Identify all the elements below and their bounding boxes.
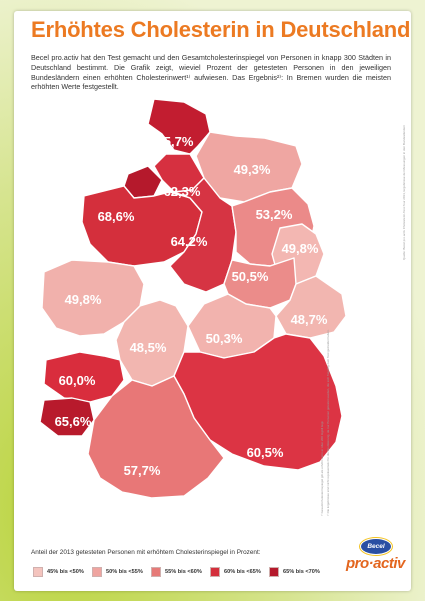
- legend-label: 65% bis <70%: [283, 569, 320, 575]
- legend-label: 55% bis <60%: [165, 569, 202, 575]
- legend-swatch: [210, 567, 220, 577]
- legend-title: Anteil der 2013 getesteten Personen mit …: [31, 549, 261, 556]
- label-schleswig-holstein: 65,7%: [157, 134, 194, 149]
- label-niedersachsen-north: 62,3%: [164, 184, 201, 199]
- legend-swatch: [33, 567, 43, 577]
- label-nordrhein-westfalen: 49,8%: [65, 292, 102, 307]
- footnote-1: ¹⁾ Gesamtcholesterinspiegel gilt als erh…: [320, 420, 324, 516]
- page-title: Erhöhtes Cholesterin in Deutschland: [31, 17, 411, 42]
- label-brandenburg: 53,2%: [256, 207, 293, 222]
- label-saarland: 65,6%: [55, 414, 92, 429]
- legend-swatch: [151, 567, 161, 577]
- region-bayern: [173, 333, 343, 471]
- brand-logo: Becel pro·activ: [346, 538, 406, 582]
- region-rheinland-pfalz: [43, 351, 125, 403]
- footnote-2: ²⁾ Die Ergebnisse sind nicht repräsentat…: [326, 329, 330, 516]
- germany-map: 65,7% 49,3% 68,6% 62,3% 64,2% 53,2% 49,8…: [39, 98, 347, 499]
- label-mecklenburg-vorpommern: 49,3%: [234, 162, 271, 177]
- region-baden-wuerttemberg: [87, 375, 225, 499]
- legend-label: 60% bis <65%: [224, 569, 261, 575]
- legend-label: 45% bis <50%: [47, 569, 84, 575]
- label-baden-wuerttemberg: 57,7%: [124, 463, 161, 478]
- region-schleswig-holstein: [147, 98, 211, 155]
- legend-swatch: [92, 567, 102, 577]
- label-niedersachsen: 68,6%: [98, 209, 135, 224]
- region-saarland: [39, 397, 95, 437]
- legend-swatch: [269, 567, 279, 577]
- label-bayern: 60,5%: [247, 445, 284, 460]
- intro-text: Becel pro.activ hat den Test gemacht und…: [31, 53, 391, 92]
- label-sachsen-anhalt: 64,2%: [171, 234, 208, 249]
- label-hessen: 48,5%: [130, 340, 167, 355]
- region-sachsen: [275, 275, 347, 339]
- source-note: Quelle: Becel pro.activ Cholesterin-Test…: [402, 124, 406, 260]
- becel-logo-text: Becel: [367, 543, 385, 550]
- brand-name: pro·activ: [346, 555, 405, 572]
- label-thueringen-south: 50,3%: [206, 331, 243, 346]
- label-rheinland-pfalz: 60,0%: [59, 373, 96, 388]
- region-sachsen-anhalt: [169, 177, 237, 293]
- becel-logo-icon: Becel: [360, 538, 392, 555]
- legend-label: 50% bis <55%: [106, 569, 143, 575]
- label-sachsen: 48,7%: [291, 312, 328, 327]
- label-thueringen: 50,5%: [232, 269, 269, 284]
- label-berlin: 49,8%: [282, 241, 319, 256]
